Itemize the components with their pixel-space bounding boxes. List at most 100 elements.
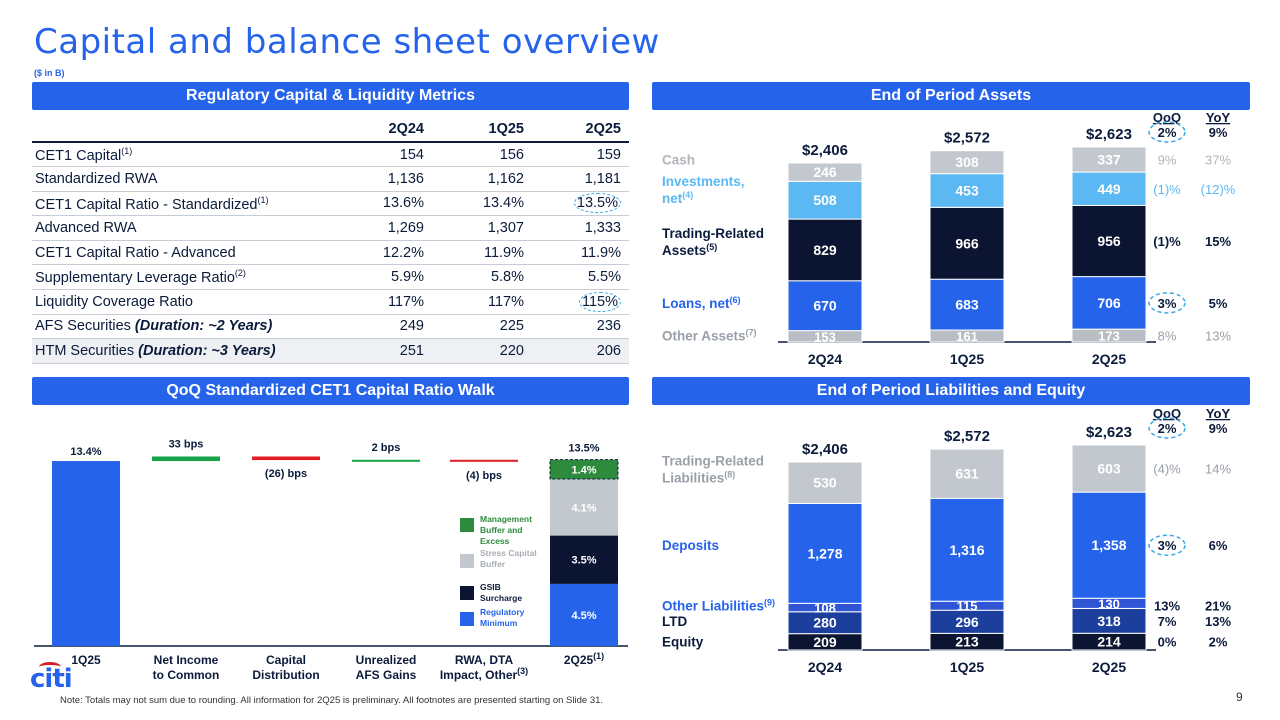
footnote: Note: Totals may not sum due to rounding… [60, 695, 604, 706]
metric-label: Standardized RWA [32, 166, 332, 192]
citi-logo: citi [30, 662, 73, 694]
x-tick-label: 1Q25 [950, 659, 984, 675]
metric-value: 159 [532, 142, 629, 168]
step-bar [252, 456, 320, 461]
qoq-value: 3% [1158, 296, 1177, 311]
bar-segment [1071, 444, 1147, 493]
assets-chart: 153 670 829 508 246 $2,406 2Q24 161 683 966 453 308… [662, 110, 1236, 367]
step-label: (26) bps [265, 468, 307, 480]
data-label: 115 [957, 599, 978, 614]
table-row: HTM Securities (Duration: ~3 Years) 251 22… [32, 338, 629, 364]
bar-segment [1071, 491, 1147, 599]
metrics-col-header: 1Q25 [432, 116, 532, 143]
series-label: Cash [662, 153, 695, 168]
data-label: 829 [813, 242, 837, 258]
data-label: 966 [955, 235, 979, 251]
data-label: 173 [1098, 329, 1120, 344]
metric-value: 1,307 [432, 215, 532, 241]
table-row: Standardized RWA 1,136 1,162 1,181 [32, 166, 629, 192]
series-label: Other Assets(7) [662, 328, 757, 344]
end-bar-segment [550, 535, 618, 584]
segment-label: 3.5% [571, 555, 596, 567]
metric-label: Advanced RWA [32, 215, 332, 241]
legend-swatch [460, 518, 474, 532]
qoq-value: (1)% [1153, 182, 1181, 197]
yoy-value: (12)% [1201, 182, 1236, 197]
bar-segment [787, 461, 863, 504]
start-bar [52, 461, 120, 646]
metric-value: 5.8% [432, 264, 532, 291]
metric-label: AFS Securities (Duration: ~2 Years) [32, 314, 332, 340]
total-label: $2,572 [944, 130, 990, 147]
bar-segment [787, 280, 863, 332]
table-row: CET1 Capital Ratio - Standardized(1) 13.6… [32, 191, 629, 217]
metric-label: CET1 Capital Ratio - Standardized(1) [32, 191, 332, 217]
data-label: 209 [813, 634, 837, 650]
metric-value: 220 [432, 338, 532, 364]
total-label: $2,406 [802, 441, 848, 458]
data-label: 1,316 [949, 542, 984, 558]
section-header-liabilities: End of Period Liabilities and Equity [652, 377, 1250, 405]
bar-segment [929, 150, 1005, 175]
table-row: Advanced RWA 1,269 1,307 1,333 [32, 215, 629, 241]
x-tick-label: 2Q25 [1092, 351, 1126, 367]
x-tick-label: Net Income to Common [153, 653, 220, 682]
data-label: 449 [1097, 181, 1121, 197]
data-label: 603 [1097, 461, 1121, 477]
bar-segment [929, 448, 1005, 499]
metrics-col-header: 2Q25 [532, 116, 629, 143]
data-label: 956 [1097, 233, 1121, 249]
metric-value: 11.9% [532, 240, 629, 266]
data-label: 706 [1097, 295, 1121, 311]
series-label: Equity [662, 635, 704, 650]
legend-swatch [460, 586, 474, 600]
page-title: Capital and balance sheet overview [34, 22, 660, 62]
total-label: $2,623 [1086, 126, 1132, 143]
total-label: $2,623 [1086, 424, 1132, 441]
data-label: 130 [1098, 596, 1120, 611]
page-number: 9 [1236, 690, 1243, 704]
step-label: 33 bps [169, 438, 204, 450]
x-tick-label: Unrealized AFS Gains [356, 653, 417, 682]
x-tick-label: Capital Distribution [252, 653, 319, 682]
yoy-value: 37% [1205, 153, 1231, 168]
data-label: 631 [955, 466, 979, 482]
legend-label: Regulatory Minimum [480, 607, 525, 628]
segment-label: 4.5% [571, 610, 596, 622]
metric-label: Supplementary Leverage Ratio(2) [32, 264, 332, 291]
yoy-header: YoY [1206, 110, 1231, 125]
segment-label: 1.4% [571, 464, 596, 476]
yoy-value: 2% [1209, 635, 1228, 650]
metrics-col-header: 2Q24 [332, 116, 432, 143]
metric-value: 206 [532, 338, 629, 364]
metric-value: 1,136 [332, 166, 432, 192]
table-row: AFS Securities (Duration: ~2 Years) 249 22… [32, 314, 629, 340]
metric-value: 13.5% [532, 191, 629, 217]
yoy-value: 13% [1205, 614, 1231, 629]
qoq-value: 3% [1158, 538, 1177, 553]
x-tick-label: 1Q25 [950, 351, 984, 367]
x-tick-label: 1Q25 [71, 653, 101, 667]
metric-value: 12.2% [332, 240, 432, 266]
yoy-value: 14% [1205, 462, 1231, 477]
bar-segment [1071, 146, 1147, 173]
step-bar [450, 459, 518, 462]
metric-value: 1,333 [532, 215, 629, 241]
total-label: $2,572 [944, 428, 990, 445]
data-label: 337 [1097, 152, 1121, 168]
data-label: 108 [814, 601, 836, 616]
metric-label: HTM Securities (Duration: ~3 Years) [32, 338, 332, 364]
metric-value: 156 [432, 142, 532, 168]
highlight-circle [1148, 121, 1186, 143]
metric-value: 11.9% [432, 240, 532, 266]
x-tick-label: RWA, DTA Impact, Other(3) [440, 653, 528, 682]
legend-label: GSIB Surcharge [480, 582, 522, 603]
series-label: Trading-Related Liabilities(8) [662, 454, 764, 486]
metric-value: 13.4% [432, 191, 532, 217]
cet1-walk-chart: 13.4% 33 bps (26) bps 2 bps (4) bps 4.5% 3.5% 4… [34, 438, 628, 682]
metric-value: 154 [332, 142, 432, 168]
step-bar [152, 456, 220, 462]
bar-segment [1071, 204, 1147, 278]
data-label: 1,358 [1091, 537, 1126, 553]
yoy-header: YoY [1206, 406, 1231, 421]
